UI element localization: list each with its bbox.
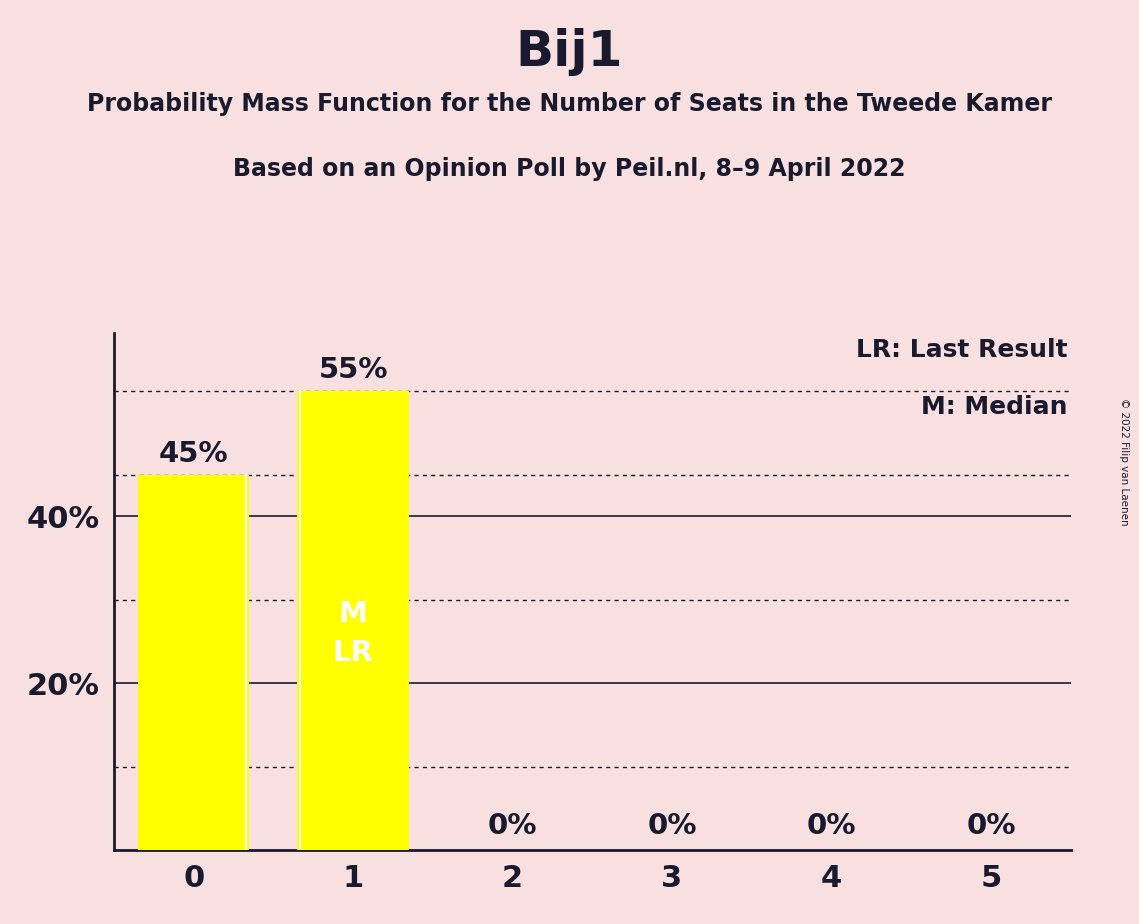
Bar [297,391,409,850]
Text: 55%: 55% [318,357,388,384]
Text: 45%: 45% [158,440,229,468]
Text: 0%: 0% [487,812,538,840]
Text: LR: Last Result: LR: Last Result [855,338,1067,362]
Text: M: Median: M: Median [921,395,1067,419]
Text: 0%: 0% [806,812,857,840]
Text: 0%: 0% [966,812,1016,840]
Text: Bij1: Bij1 [516,28,623,76]
Bar [138,475,249,850]
Text: Based on an Opinion Poll by Peil.nl, 8–9 April 2022: Based on an Opinion Poll by Peil.nl, 8–9… [233,157,906,181]
Text: 0%: 0% [647,812,697,840]
Text: Probability Mass Function for the Number of Seats in the Tweede Kamer: Probability Mass Function for the Number… [87,92,1052,116]
Text: © 2022 Filip van Laenen: © 2022 Filip van Laenen [1120,398,1129,526]
Text: M
LR: M LR [333,600,374,666]
